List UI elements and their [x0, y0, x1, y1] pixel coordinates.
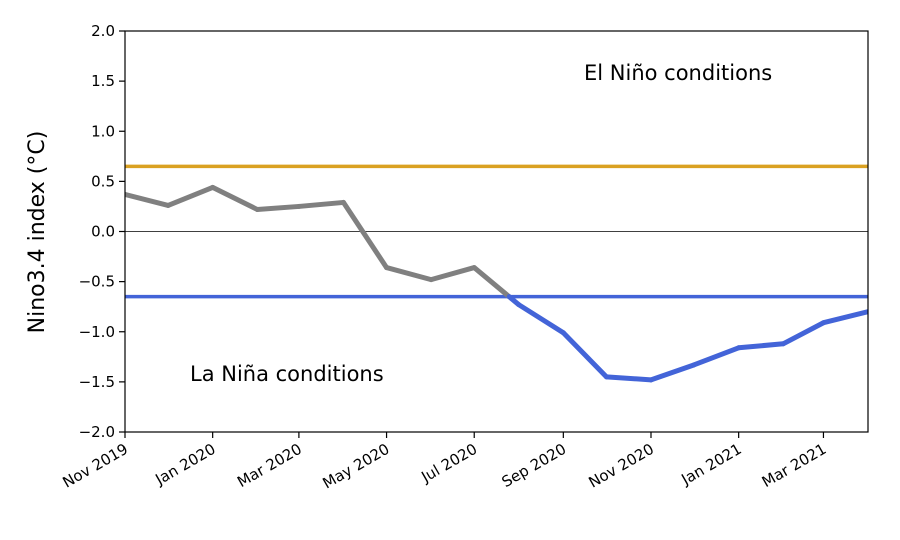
la-nina-annotation: La Niña conditions	[190, 362, 384, 386]
series-segment	[780, 320, 826, 347]
y-tick-label: 1.0	[91, 122, 115, 140]
x-tick-label: Mar 2020	[234, 440, 305, 491]
series-segment	[516, 302, 566, 336]
chart-marks	[125, 164, 868, 383]
y-axis: −2.0 −1.5 −1.0 −0.5 0.0 0.5 1.0 1.5 2.0	[79, 22, 125, 441]
series-segment	[603, 374, 654, 383]
series-segment	[471, 265, 512, 300]
y-tick-label: 2.0	[91, 22, 115, 40]
series-segment	[210, 184, 260, 212]
y-axis-title: Nino3.4 index (°C)	[25, 131, 50, 334]
series-segment	[736, 341, 786, 351]
y-tick-label: 0.0	[91, 223, 115, 241]
series-segment	[691, 345, 742, 368]
series-segment	[296, 199, 346, 209]
x-tick-label: Mar 2021	[759, 440, 830, 491]
x-tick-label: Jul 2020	[417, 440, 480, 487]
x-tick-label: Sep 2020	[499, 440, 570, 491]
series-segment	[165, 184, 216, 208]
series-segment	[820, 309, 868, 326]
series-segment	[648, 362, 697, 383]
series-segment	[428, 265, 477, 283]
y-tick-label: 0.5	[91, 172, 115, 190]
series-segment	[560, 330, 609, 380]
x-tick-label: Nov 2020	[585, 440, 657, 492]
series-segment	[340, 199, 390, 271]
y-tick-label: −1.5	[79, 373, 115, 391]
series-segment	[384, 265, 434, 283]
x-tick-label: Jan 2021	[678, 440, 745, 489]
series-segment	[254, 203, 302, 212]
series-segment	[125, 191, 171, 208]
el-nino-annotation: El Niño conditions	[584, 61, 772, 85]
x-tick-label: Jan 2020	[152, 440, 219, 489]
x-tick-label: Nov 2019	[59, 440, 131, 492]
y-tick-label: 1.5	[91, 72, 115, 90]
y-tick-label: −1.0	[79, 323, 115, 341]
x-axis: Nov 2019 Jan 2020 Mar 2020 May 2020 Jul 2020…	[59, 432, 829, 492]
y-tick-label: −2.0	[79, 423, 115, 441]
x-tick-label: May 2020	[320, 440, 393, 493]
y-tick-label: −0.5	[79, 273, 115, 291]
